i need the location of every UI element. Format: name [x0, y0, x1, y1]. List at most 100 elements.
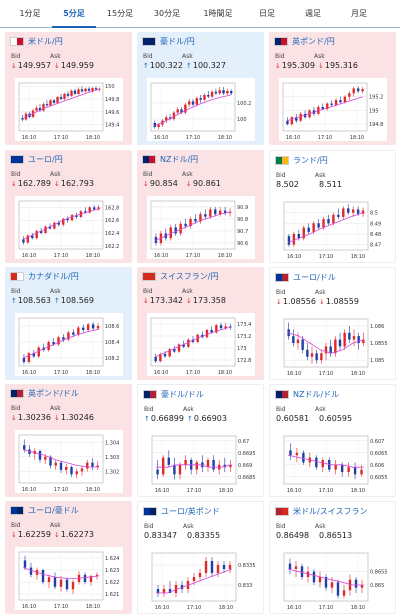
candle-body [209, 209, 212, 217]
candle-body [49, 100, 52, 106]
pair-name[interactable]: ユーロ/円 [28, 155, 63, 164]
candle-body [351, 209, 355, 213]
candle-body [347, 208, 350, 213]
candlestick-chart[interactable]: 108.6 108.4 108.2 16:10 17:10 18:10 [15, 313, 123, 376]
x-tick-label: 18:10 [86, 370, 100, 376]
candlestick-chart[interactable]: 0.67 0.6695 0.669 0.6685 16:10 17:10 18:10 [148, 431, 256, 494]
candlestick-chart[interactable]: 0.607 0.6065 0.606 0.6055 16:10 17:10 18:10 [280, 431, 388, 494]
tab-2[interactable]: 15分足 [106, 9, 134, 18]
currency-flag-icon [10, 506, 24, 515]
pair-name[interactable]: 英ポンド/ドル [28, 389, 79, 398]
candle-body [287, 236, 291, 245]
candle-body [87, 88, 91, 91]
direction-arrow-icon: ↓ [275, 62, 281, 70]
chart-svg: 8.5 8.49 8.48 8.47 16:10 17:10 18:10 [283, 201, 381, 260]
x-tick-label: 16:10 [155, 488, 169, 494]
rate-card[interactable]: NZドル/ドル Bid Ask 0.60581 0.60595 0.607 0.6065 0.… [269, 384, 396, 497]
candlestick-chart[interactable]: 8.5 8.49 8.48 8.47 16:10 17:10 18:10 [280, 197, 388, 260]
tab-3[interactable]: 30分足 [153, 9, 181, 18]
y-tick-label: 0.607 [370, 439, 384, 445]
rate-card[interactable]: 豪ドル/円 Bid Ask ↑100.322 ↑100.327 100.2 100 16:10… [137, 32, 264, 145]
ask-number: 0.83355 [187, 531, 221, 540]
candle-body [154, 357, 157, 362]
candlestick-chart[interactable]: 90.9 90.8 90.7 90.6 16:10 17:10 18:10 [147, 196, 255, 259]
tab-4[interactable]: 1時間足 [203, 9, 233, 18]
candlestick-chart[interactable]: 1.304 1.303 1.302 16:10 17:10 18:10 [15, 430, 123, 493]
candlestick-chart[interactable]: 195.2 195 194.8 16:10 17:10 18:10 [279, 78, 387, 141]
rate-card[interactable]: 米ドル/円 Bid Ask ↓149.957 ↓149.959 150 149.8 149.6… [5, 32, 132, 145]
tab-5[interactable]: 日足 [259, 9, 275, 18]
candlestick-chart[interactable]: 100.2 100 16:10 17:10 18:10 [147, 78, 255, 141]
pair-name[interactable]: 豪ドル/円 [160, 37, 195, 46]
candle-body [229, 91, 233, 94]
bid-label: Bid [276, 172, 286, 179]
candle-body [199, 214, 202, 222]
candle-body [80, 468, 84, 472]
y-tick-label: 0.606 [370, 463, 384, 469]
x-tick-label: 18:10 [86, 135, 100, 141]
x-tick-label: 18:10 [218, 135, 232, 141]
candle-body [98, 88, 101, 90]
candlestick-chart[interactable]: 0.8335 0.833 16:10 17:10 18:10 [148, 548, 256, 611]
tab-1[interactable]: 5分足 [52, 0, 96, 28]
candlestick-chart[interactable]: 162.8 162.6 162.4 162.2 16:10 17:10 18:10 [15, 196, 123, 259]
pair-name[interactable]: 豪ドル/ドル [161, 390, 204, 399]
candlestick-chart[interactable]: 150 149.8 149.6 149.4 16:10 17:10 18:10 [15, 78, 123, 141]
rate-card[interactable]: 豪ドル/ドル Bid Ask ↑0.66899 ↑0.66903 0.67 0.6695 0.… [137, 384, 264, 497]
tab-7[interactable]: 月足 [351, 9, 367, 18]
pair-name[interactable]: ユーロ/ドル [293, 273, 336, 282]
pair-name[interactable]: NZドル/ドル [293, 390, 340, 399]
pair-name[interactable]: ユーロ/豪ドル [28, 506, 79, 515]
moving-average-line [288, 212, 364, 243]
ask-number: 149.959 [60, 61, 94, 70]
tab-6[interactable]: 週足 [305, 9, 321, 18]
candle-body [300, 566, 304, 577]
ask-number: 0.86513 [319, 531, 353, 540]
bid-label: Bid [143, 288, 153, 295]
bid-ask-labels: Bid Ask [11, 288, 61, 295]
rate-card[interactable]: ユーロ/ドル Bid Ask ↓1.08556 ↓1.08559 1.086 1.0855 1… [269, 267, 396, 380]
bid-label: Bid [143, 171, 153, 178]
tab-0[interactable]: 1分足 [19, 9, 41, 18]
pair-name[interactable]: カナダドル/円 [28, 272, 79, 281]
pair-name[interactable]: 米ドル/スイスフラン [293, 507, 368, 516]
candle-body [312, 571, 316, 583]
ask-value: ↓1.30246 [54, 413, 94, 422]
rate-card[interactable]: ユーロ/豪ドル Bid Ask ↓1.62259 ↓1.62273 1.624 1.623 1… [5, 501, 132, 614]
candlestick-chart[interactable]: 173.4 173.2 173 172.8 16:10 17:10 18:10 [147, 313, 255, 376]
x-tick-label: 18:10 [351, 371, 365, 377]
pair-name[interactable]: スイスフラン/円 [160, 272, 219, 281]
card-header: 英ポンド/円 [274, 36, 335, 47]
x-tick-label: 17:10 [54, 604, 68, 610]
candle-body [356, 88, 360, 92]
rate-card[interactable]: ユーロ/円 Bid Ask ↓162.789 ↓162.793 162.8 162.6 162… [5, 150, 132, 263]
pair-name[interactable]: 米ドル/円 [28, 37, 63, 46]
rate-card[interactable]: ランド/円 Bid Ask 8.502 8.511 8.5 8.49 8.48 8.47 16:1… [269, 150, 396, 263]
rate-card[interactable]: NZドル/円 Bid Ask ↓90.854 ↓90.861 90.9 90.8 90.7 90… [137, 150, 264, 263]
candle-body [317, 223, 320, 228]
rate-card[interactable]: 英ポンド/円 Bid Ask ↓195.309 ↓195.316 195.2 195 194.… [269, 32, 396, 145]
candle-body [215, 325, 218, 333]
bid-ask-values: ↓162.789 ↓162.793 [11, 179, 94, 188]
candlestick-chart[interactable]: 1.086 1.0855 1.085 16:10 17:10 18:10 [280, 314, 388, 377]
rate-card[interactable]: カナダドル/円 Bid Ask ↑108.563 ↑108.569 108.6 108.4 1… [5, 267, 132, 380]
candle-body [328, 460, 331, 470]
rate-card[interactable]: 英ポンド/ドル Bid Ask ↓1.30236 ↓1.30246 1.304 1.303 1… [5, 384, 132, 497]
candle-body [206, 460, 210, 468]
rate-card[interactable]: 米ドル/スイスフラン Bid Ask 0.86498 0.86513 0.8655 0.86… [269, 501, 396, 614]
pair-name[interactable]: ユーロ/英ポンド [161, 507, 220, 516]
candlestick-chart[interactable]: 1.624 1.623 1.622 1.621 16:10 17:10 18:10 [15, 547, 123, 610]
candle-body [38, 107, 42, 111]
rate-card[interactable]: スイスフラン/円 Bid Ask ↓173.342 ↓173.358 173.4 173.2… [137, 267, 264, 380]
pair-name[interactable]: 英ポンド/円 [292, 37, 335, 46]
y-tick-label: 1.0855 [370, 341, 388, 347]
rate-card[interactable]: ユーロ/英ポンド Bid Ask 0.83347 0.83355 0.8335 0.833 1… [137, 501, 264, 614]
candle-body [322, 219, 325, 228]
candlestick-chart[interactable]: 0.8655 0.865 16:10 17:10 18:10 [280, 548, 388, 611]
pair-name[interactable]: NZドル/円 [160, 155, 199, 164]
pair-name[interactable]: ランド/円 [293, 156, 328, 165]
candle-body [84, 88, 87, 92]
candle-body [187, 101, 191, 105]
x-tick-label: 17:10 [319, 488, 333, 494]
moving-average-line [155, 326, 231, 358]
